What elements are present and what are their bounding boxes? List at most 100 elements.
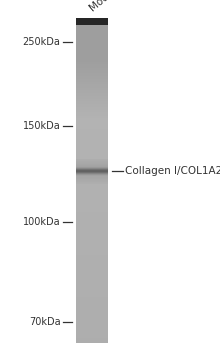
- Bar: [76, 91, 108, 92]
- Bar: [76, 154, 108, 155]
- Bar: [76, 186, 108, 187]
- Bar: [76, 248, 108, 249]
- Bar: [76, 317, 108, 318]
- Bar: [76, 27, 108, 28]
- Bar: [76, 80, 108, 81]
- Bar: [76, 73, 108, 74]
- Bar: [76, 171, 108, 172]
- Bar: [76, 173, 108, 174]
- Bar: [76, 271, 108, 272]
- Bar: [76, 110, 108, 111]
- Bar: [76, 39, 108, 40]
- Bar: [76, 194, 108, 195]
- Bar: [76, 40, 108, 41]
- Bar: [76, 135, 108, 136]
- Bar: [76, 49, 108, 50]
- Bar: [76, 102, 108, 103]
- Bar: [76, 199, 108, 200]
- Bar: [76, 179, 108, 180]
- Bar: [76, 88, 108, 89]
- Bar: [76, 35, 108, 36]
- Bar: [76, 277, 108, 278]
- Bar: [76, 291, 108, 292]
- Bar: [76, 198, 108, 199]
- Bar: [76, 259, 108, 260]
- Bar: [76, 25, 108, 26]
- Bar: [76, 279, 108, 280]
- Bar: [76, 256, 108, 257]
- Bar: [76, 67, 108, 68]
- Bar: [76, 139, 108, 140]
- Bar: [76, 94, 108, 95]
- Bar: [76, 264, 108, 265]
- Bar: [76, 145, 108, 146]
- Bar: [76, 342, 108, 343]
- Bar: [76, 75, 108, 76]
- Bar: [76, 341, 108, 342]
- Bar: [76, 314, 108, 315]
- Bar: [76, 191, 108, 192]
- Bar: [76, 112, 108, 113]
- Bar: [76, 213, 108, 214]
- Bar: [76, 320, 108, 321]
- Bar: [76, 180, 108, 181]
- Bar: [76, 159, 108, 160]
- Bar: [76, 320, 108, 321]
- Bar: [76, 87, 108, 88]
- Bar: [76, 262, 108, 263]
- Bar: [76, 30, 108, 31]
- Bar: [76, 331, 108, 332]
- Bar: [76, 207, 108, 208]
- Bar: [76, 98, 108, 99]
- Bar: [76, 317, 108, 318]
- Bar: [76, 217, 108, 218]
- Bar: [76, 168, 108, 169]
- Bar: [76, 147, 108, 148]
- Bar: [76, 131, 108, 132]
- Bar: [76, 218, 108, 219]
- Bar: [76, 306, 108, 307]
- Bar: [76, 275, 108, 276]
- Bar: [76, 208, 108, 209]
- Bar: [76, 224, 108, 225]
- Bar: [76, 51, 108, 52]
- Bar: [76, 29, 108, 30]
- Bar: [76, 228, 108, 229]
- Bar: [76, 159, 108, 160]
- Bar: [76, 301, 108, 302]
- Bar: [76, 268, 108, 270]
- Bar: [76, 225, 108, 226]
- Bar: [76, 277, 108, 278]
- Bar: [76, 293, 108, 294]
- Bar: [76, 292, 108, 293]
- Bar: [76, 177, 108, 178]
- Bar: [76, 34, 108, 35]
- Bar: [76, 253, 108, 254]
- Bar: [76, 146, 108, 147]
- Bar: [76, 155, 108, 156]
- Bar: [76, 121, 108, 122]
- Bar: [76, 145, 108, 146]
- Bar: [76, 224, 108, 225]
- Bar: [76, 104, 108, 105]
- Bar: [76, 124, 108, 125]
- Bar: [76, 285, 108, 286]
- Bar: [76, 103, 108, 104]
- Bar: [76, 45, 108, 46]
- Bar: [76, 36, 108, 37]
- Bar: [76, 243, 108, 244]
- Bar: [76, 187, 108, 188]
- Bar: [76, 312, 108, 313]
- Bar: [76, 132, 108, 133]
- Bar: [76, 288, 108, 289]
- Bar: [76, 60, 108, 61]
- Bar: [76, 281, 108, 282]
- Bar: [76, 323, 108, 324]
- Bar: [76, 26, 108, 27]
- Bar: [76, 174, 108, 175]
- Bar: [76, 115, 108, 116]
- Bar: [76, 103, 108, 104]
- Bar: [76, 329, 108, 330]
- Bar: [76, 226, 108, 227]
- Bar: [76, 243, 108, 244]
